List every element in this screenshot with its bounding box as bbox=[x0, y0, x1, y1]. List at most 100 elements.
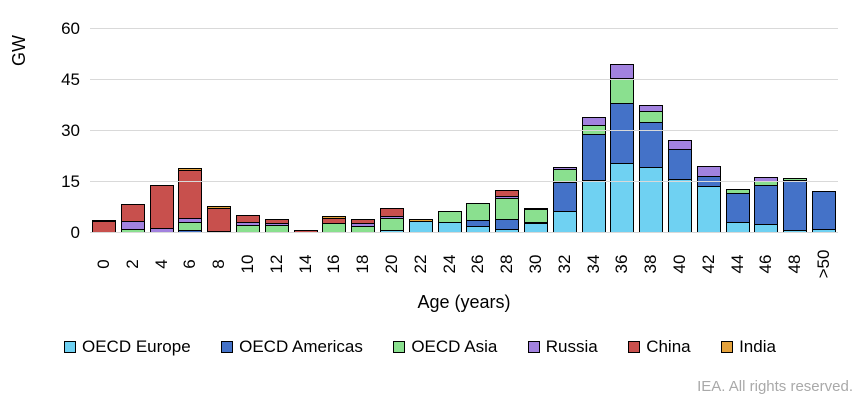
x-tick-10: 10 bbox=[236, 238, 260, 290]
bar-age-30 bbox=[523, 208, 548, 233]
bar-age-8 bbox=[207, 206, 232, 233]
bar-age-gt50 bbox=[811, 191, 836, 233]
bar-age-36 bbox=[610, 64, 635, 233]
y-tick-label-60: 60 bbox=[61, 19, 80, 38]
bar-segment-oecd-americas bbox=[725, 193, 750, 223]
bar-segment-oecd-americas bbox=[783, 180, 808, 231]
bar-segment-oecd-americas bbox=[754, 185, 779, 225]
legend-label: OECD Europe bbox=[82, 337, 191, 356]
legend: OECD Europe OECD Americas OECD Asia Russia C… bbox=[64, 337, 776, 357]
x-tick-28: 28 bbox=[495, 238, 519, 290]
x-tick-22: 22 bbox=[409, 238, 433, 290]
legend-item-china: China bbox=[628, 337, 691, 357]
x-tick-46: 46 bbox=[754, 238, 778, 290]
gridline-60 bbox=[90, 28, 838, 29]
legend-label: China bbox=[646, 337, 691, 356]
bar-age-26 bbox=[466, 203, 491, 233]
bar-age-28 bbox=[495, 190, 520, 233]
x-tick-label: 24 bbox=[439, 254, 459, 274]
x-tick-8: 8 bbox=[207, 238, 231, 290]
bar-segment-oecd-europe bbox=[696, 186, 721, 233]
x-tick-label: 44 bbox=[727, 254, 747, 274]
x-tick-0: 0 bbox=[92, 238, 116, 290]
x-tick-label: 30 bbox=[525, 254, 545, 274]
x-tick-34: 34 bbox=[582, 238, 606, 290]
y-axis-title-text: GW bbox=[8, 34, 29, 66]
x-tick-gt50: >50 bbox=[812, 238, 836, 290]
bar-age-18 bbox=[351, 219, 376, 233]
bar-age-40 bbox=[667, 140, 692, 233]
x-tick-38: 38 bbox=[639, 238, 663, 290]
x-tick-40: 40 bbox=[668, 238, 692, 290]
x-tick-label: 26 bbox=[468, 254, 488, 274]
legend-swatch-icon bbox=[721, 341, 734, 353]
bar-age-12 bbox=[264, 219, 289, 233]
bars-container bbox=[90, 29, 838, 233]
legend-swatch-icon bbox=[64, 341, 76, 353]
legend-label: OECD Americas bbox=[239, 337, 363, 356]
bar-segment-oecd-asia bbox=[495, 198, 520, 220]
x-tick-6: 6 bbox=[178, 238, 202, 290]
legend-swatch-icon bbox=[221, 341, 234, 353]
x-tick-label: >50 bbox=[813, 249, 833, 279]
bar-segment-oecd-americas bbox=[581, 134, 606, 181]
legend-item-russia: Russia bbox=[527, 337, 598, 357]
gridline-30 bbox=[90, 130, 838, 131]
x-tick-18: 18 bbox=[351, 238, 375, 290]
y-axis-title: GW bbox=[4, 24, 34, 76]
bar-age-32 bbox=[552, 167, 577, 233]
bar-age-48 bbox=[783, 178, 808, 233]
x-tick-label: 38 bbox=[641, 254, 661, 274]
x-tick-32: 32 bbox=[553, 238, 577, 290]
bar-age-42 bbox=[696, 166, 721, 233]
x-tick-label: 22 bbox=[410, 254, 430, 274]
bar-segment-china bbox=[178, 170, 203, 219]
x-tick-36: 36 bbox=[610, 238, 634, 290]
legend-item-oecd-asia: OECD Asia bbox=[393, 337, 497, 357]
x-axis-tick-labels: 0 2 4 6 8 10 12 14 16 18 20 22 24 26 28 30 32 34 36 38 40 42 4… bbox=[90, 238, 838, 290]
x-tick-label: 12 bbox=[266, 254, 286, 274]
x-tick-label: 2 bbox=[122, 259, 142, 269]
bar-segment-oecd-asia bbox=[610, 78, 635, 104]
x-tick-label: 8 bbox=[209, 259, 229, 269]
bar-segment-oecd-europe bbox=[639, 167, 664, 233]
x-tick-44: 44 bbox=[726, 238, 750, 290]
y-tick-label-30: 30 bbox=[61, 121, 80, 140]
bar-age-44 bbox=[725, 189, 750, 233]
bar-segment-oecd-americas bbox=[811, 191, 836, 230]
bar-age-38 bbox=[639, 105, 664, 233]
x-tick-label: 10 bbox=[237, 254, 257, 274]
x-tick-label: 48 bbox=[785, 254, 805, 274]
x-tick-14: 14 bbox=[294, 238, 318, 290]
legend-swatch-icon bbox=[393, 341, 406, 353]
legend-swatch-icon bbox=[527, 341, 540, 353]
bar-segment-oecd-americas bbox=[667, 149, 692, 180]
bar-age-20 bbox=[379, 208, 404, 233]
bar-age-6 bbox=[178, 168, 203, 233]
x-tick-label: 20 bbox=[381, 254, 401, 274]
legend-swatch-icon bbox=[628, 341, 641, 353]
bar-segment-oecd-asia bbox=[466, 203, 491, 221]
bar-age-16 bbox=[322, 216, 347, 233]
bar-age-24 bbox=[437, 211, 462, 233]
x-tick-label: 34 bbox=[583, 254, 603, 274]
x-tick-24: 24 bbox=[438, 238, 462, 290]
x-tick-30: 30 bbox=[524, 238, 548, 290]
bar-segment-oecd-europe bbox=[667, 179, 692, 233]
bar-age-46 bbox=[754, 177, 779, 233]
bar-segment-oecd-asia bbox=[523, 209, 548, 223]
legend-item-oecd-americas: OECD Americas bbox=[221, 337, 363, 357]
bar-segment-china bbox=[120, 204, 145, 222]
x-tick-label: 36 bbox=[612, 254, 632, 274]
bar-segment-china bbox=[149, 185, 174, 229]
x-tick-label: 28 bbox=[497, 254, 517, 274]
y-tick-label-15: 15 bbox=[61, 172, 80, 191]
bar-segment-oecd-europe bbox=[610, 163, 635, 233]
x-tick-label: 46 bbox=[756, 254, 776, 274]
bar-age-22 bbox=[408, 219, 433, 233]
copyright-credit: IEA. All rights reserved. bbox=[697, 378, 853, 395]
bar-segment-oecd-americas bbox=[552, 182, 577, 212]
x-tick-label: 6 bbox=[180, 259, 200, 269]
y-tick-label-45: 45 bbox=[61, 70, 80, 89]
x-tick-label: 32 bbox=[554, 254, 574, 274]
